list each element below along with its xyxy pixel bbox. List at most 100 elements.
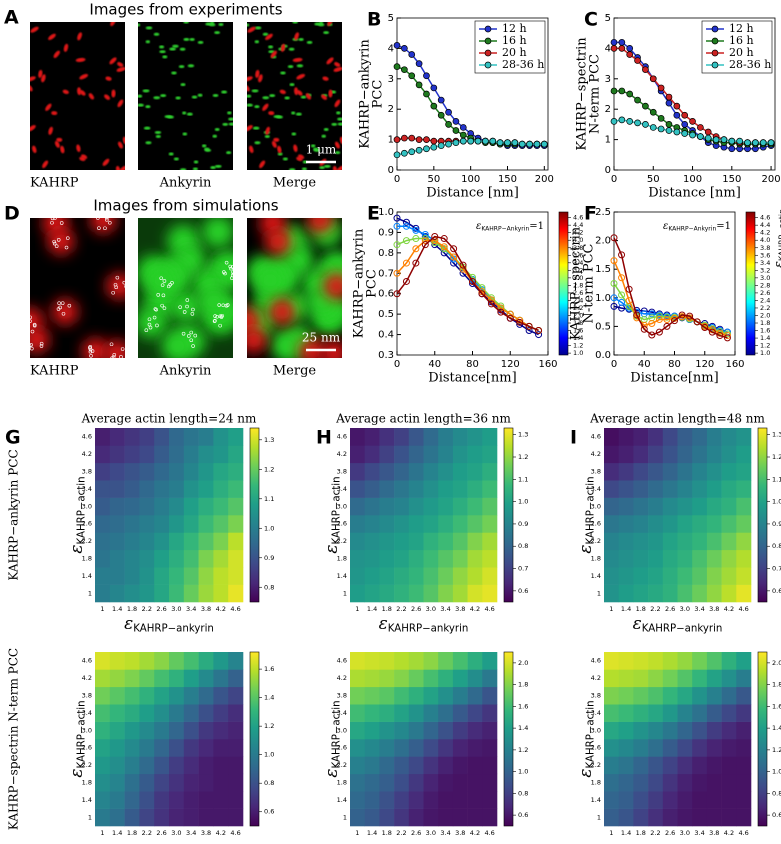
heat-cell xyxy=(124,669,140,688)
micrograph xyxy=(30,218,125,358)
blob xyxy=(197,93,203,97)
y-tick-label: 4.2 xyxy=(591,450,601,458)
particle xyxy=(32,322,37,327)
y-axis-label: KAHRP−ankyrin xyxy=(358,39,373,149)
colorbar-tick-label: 0.7 xyxy=(518,565,528,573)
symbol: ε xyxy=(576,544,596,553)
colorbar-tick-label: 4.0 xyxy=(573,236,583,244)
data-point xyxy=(708,328,716,336)
colorbar-tick-label: 1.8 xyxy=(573,319,583,327)
heat-cell xyxy=(482,669,498,688)
heat-cell xyxy=(379,549,395,568)
heat-cell xyxy=(109,549,125,568)
blob xyxy=(255,69,260,78)
colorbar xyxy=(757,427,768,603)
data-point xyxy=(610,294,618,302)
heat-cell xyxy=(154,739,170,757)
x-tick-label: 3.0 xyxy=(426,829,436,837)
heat-cell xyxy=(452,549,468,568)
heat-cell xyxy=(648,549,664,568)
heat-cell xyxy=(408,686,424,705)
particle xyxy=(60,301,65,305)
data-point xyxy=(686,312,694,320)
x-tick-label: 1.4 xyxy=(621,605,631,613)
blob xyxy=(313,148,321,152)
y-tick-label: 0.8 xyxy=(378,248,394,259)
heat-cell xyxy=(618,480,634,498)
y-axis-label: εKAHRP−actin xyxy=(576,476,597,553)
colorbar-tick-label: 3.2 xyxy=(573,266,583,274)
heat-cell xyxy=(482,721,498,740)
x-tick-label: 4.2 xyxy=(724,829,734,837)
heat-cell xyxy=(438,739,454,757)
heat-cell xyxy=(364,428,380,446)
heat-cell xyxy=(124,791,140,809)
y-tick-label: 3.8 xyxy=(591,468,601,476)
particle xyxy=(88,349,93,354)
heat-cell xyxy=(423,584,439,603)
data-point xyxy=(393,222,401,230)
data-point xyxy=(697,133,704,140)
blob xyxy=(336,111,341,115)
x-tick-label: 160 xyxy=(725,359,744,370)
data-point xyxy=(618,298,626,306)
blob xyxy=(334,141,340,149)
particle xyxy=(190,312,195,316)
heat-cell xyxy=(154,584,170,603)
blob xyxy=(30,125,36,132)
heat-cell xyxy=(169,445,185,464)
blob xyxy=(192,167,198,170)
particle xyxy=(155,323,159,328)
particle xyxy=(178,305,182,309)
blob xyxy=(168,152,174,156)
particle xyxy=(56,307,61,311)
blob xyxy=(254,26,262,30)
heat-cell xyxy=(648,686,664,705)
heat-cell xyxy=(394,721,410,740)
blob xyxy=(254,141,261,145)
heat-cell xyxy=(379,497,395,516)
heat-cell xyxy=(452,497,468,516)
blob xyxy=(273,137,280,142)
heat-cell xyxy=(139,515,155,533)
colorbar-tick-label: 3.6 xyxy=(760,251,770,259)
heat-cell xyxy=(438,669,454,688)
data-point xyxy=(393,63,401,70)
heat-cell xyxy=(692,497,708,516)
blob xyxy=(155,134,161,138)
heat-cell xyxy=(604,791,619,809)
heat-cell xyxy=(154,652,170,670)
heat-cell xyxy=(139,428,155,446)
heat-cell xyxy=(604,549,619,568)
x-axis-label: εKAHRP−ankyrin xyxy=(124,838,214,844)
heat-cell xyxy=(482,462,498,481)
y-axis-label: KAHRP−spectrin xyxy=(569,226,584,340)
y-tick-label: 2.6 xyxy=(82,520,92,528)
subscript: KAHRP−Ankyrin xyxy=(668,225,716,232)
heat-cell xyxy=(721,791,737,809)
y-tick-label: 0.9 xyxy=(378,227,394,238)
heat-cell xyxy=(350,756,365,775)
heat-cell xyxy=(394,428,410,446)
heat-cell xyxy=(692,773,708,792)
blob xyxy=(106,273,125,300)
blob xyxy=(298,154,305,160)
heat-cell xyxy=(452,808,468,827)
x-tick-label: 200 xyxy=(762,174,781,185)
blob xyxy=(145,141,152,145)
heat-cell xyxy=(423,480,439,498)
blob xyxy=(301,167,307,170)
data-point xyxy=(610,45,618,52)
heat-cell xyxy=(423,721,439,740)
heat-cell xyxy=(124,584,140,603)
heat-cell xyxy=(154,721,170,740)
heat-cell xyxy=(364,721,380,740)
heat-cell xyxy=(452,428,468,446)
heat-cell xyxy=(482,791,498,809)
heat-cell xyxy=(706,756,722,775)
heat-cell xyxy=(109,721,125,740)
heat-cell xyxy=(467,428,483,446)
particle xyxy=(54,244,59,248)
x-tick-label: 3.4 xyxy=(440,605,450,613)
heat-cell xyxy=(228,669,244,688)
